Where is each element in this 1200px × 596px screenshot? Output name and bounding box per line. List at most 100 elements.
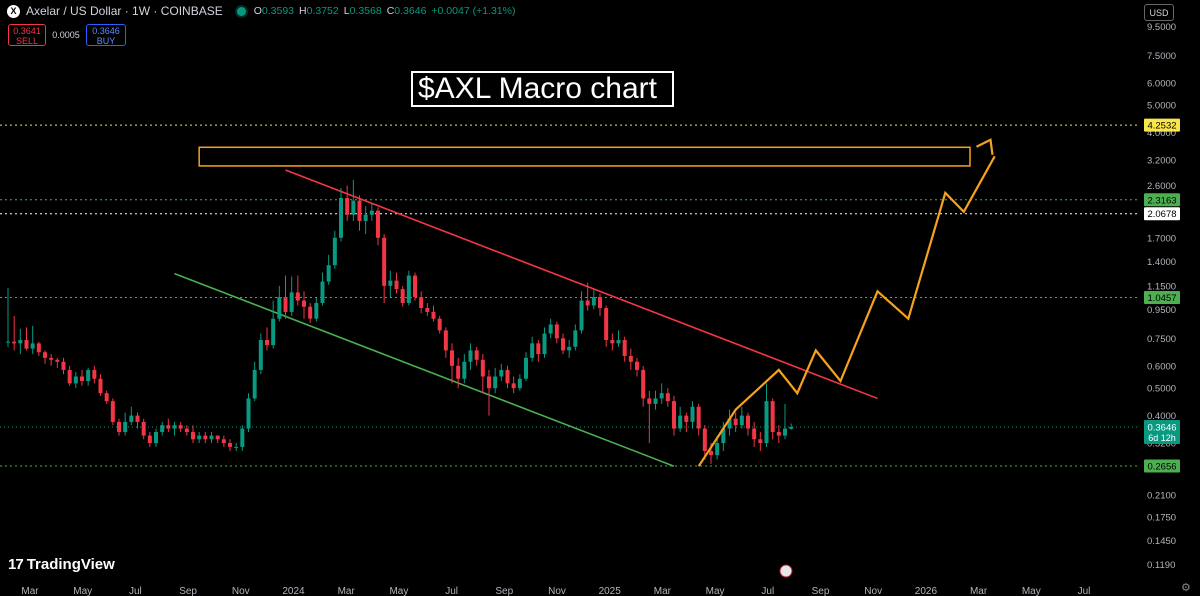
countdown-label: 6d 12h <box>1148 433 1176 443</box>
x-tick-label: 2026 <box>915 586 938 596</box>
symbol-header: X Axelar / US Dollar · 1W · COINBASE O0.… <box>0 0 1140 22</box>
candle-body <box>6 341 10 343</box>
y-tick-label: 0.1190 <box>1147 560 1175 571</box>
candle-body <box>110 401 115 422</box>
candle-body <box>789 427 794 429</box>
candle-body <box>739 415 744 426</box>
x-tick-label: Sep <box>495 586 513 596</box>
candle-body <box>345 197 350 215</box>
y-tick-label: 0.4000 <box>1147 411 1176 422</box>
candle-body <box>616 340 621 344</box>
candle-body <box>419 297 424 309</box>
ohlc-change: +0.0047 (+1.31%) <box>431 5 516 17</box>
candle-body <box>783 428 787 436</box>
candle-body <box>709 450 713 456</box>
y-tick-label: 0.5000 <box>1147 384 1176 395</box>
candle-body <box>746 415 750 429</box>
candle-body <box>721 428 726 444</box>
x-tick-label: Jul <box>1078 586 1091 596</box>
candle-body <box>92 369 97 379</box>
candle-body <box>622 340 627 356</box>
candle-body <box>135 415 140 422</box>
y-tick-label: 9.5000 <box>1147 22 1176 33</box>
candle-body <box>98 378 103 394</box>
candle-body <box>289 292 294 312</box>
ohlc-low: L0.3568 <box>343 5 382 17</box>
tradingview-brand[interactable]: 17 TradingView <box>8 556 115 573</box>
y-tick-label: 0.7500 <box>1147 334 1176 345</box>
brand-label: TradingView <box>26 556 115 573</box>
projection-path <box>697 155 996 467</box>
candle-body <box>18 340 23 344</box>
candle-body <box>548 324 553 334</box>
candle-body <box>431 311 436 319</box>
candle-body <box>209 435 214 440</box>
price-level-tag <box>1144 193 1180 207</box>
candle-body <box>770 401 775 433</box>
candle-body <box>197 435 202 440</box>
candle-body <box>764 401 769 444</box>
price-level-tag <box>1144 459 1180 473</box>
candle-body <box>104 393 109 402</box>
candle-body <box>314 302 319 319</box>
candle-body <box>376 210 380 238</box>
candle-body <box>413 275 417 297</box>
candle-body <box>215 435 220 440</box>
candle-body <box>129 415 134 422</box>
price-level-label: 2.3163 <box>1147 195 1176 206</box>
candle-body <box>653 398 658 404</box>
candle-body <box>591 297 596 306</box>
candle-body <box>517 378 522 389</box>
sell-label: SELL <box>15 36 39 46</box>
settings-gear-icon[interactable]: ⚙ <box>1181 582 1191 594</box>
candle-body <box>487 376 491 389</box>
candle-body <box>252 369 257 399</box>
candle-body <box>530 343 535 358</box>
candle-body <box>258 340 263 370</box>
candle-body <box>388 280 393 286</box>
candle-body <box>154 432 158 444</box>
x-tick-label: Mar <box>21 586 39 596</box>
ohlc-open: O0.3593 <box>253 5 295 17</box>
symbol-title[interactable]: Axelar / US Dollar · 1W · COINBASE <box>26 4 223 18</box>
candle-body <box>160 425 165 433</box>
y-tick-label: 1.1500 <box>1147 281 1176 292</box>
candle-body <box>73 376 78 384</box>
candle-body <box>425 308 430 312</box>
candle-body <box>696 406 701 429</box>
price-level-label: 2.0678 <box>1147 209 1176 220</box>
candle-body <box>511 383 516 389</box>
candle-body <box>67 369 72 384</box>
candle-body <box>308 306 313 319</box>
currency-selector[interactable]: USD <box>1144 4 1174 21</box>
candle-body <box>456 365 461 379</box>
sell-button[interactable]: 0.3641 SELL <box>8 24 46 46</box>
candle-body <box>228 443 232 447</box>
candle-body <box>604 308 609 341</box>
y-tick-label: 0.2100 <box>1147 490 1176 501</box>
y-tick-label: 0.9500 <box>1147 305 1176 316</box>
candle-body <box>339 197 343 238</box>
buy-price: 0.3646 <box>92 26 120 36</box>
y-tick-label: 1.4000 <box>1147 257 1176 268</box>
x-tick-label: Jul <box>445 586 458 596</box>
candle-body <box>480 359 485 377</box>
ohlc-close: C0.3646 <box>386 5 427 17</box>
price-level-tag <box>1144 118 1180 132</box>
candle-body <box>474 350 479 360</box>
candle-body <box>363 214 368 221</box>
currency-label: USD <box>1149 7 1169 18</box>
y-tick-label: 1.7000 <box>1147 233 1176 244</box>
candle-body <box>80 376 84 382</box>
sell-price: 0.3641 <box>13 26 41 36</box>
candle-body <box>450 350 454 366</box>
buy-button[interactable]: 0.3646 BUY <box>86 24 126 46</box>
candle-body <box>147 435 152 444</box>
candle-body <box>628 355 633 362</box>
price-level-label: 1.0457 <box>1147 293 1176 304</box>
x-tick-label: Nov <box>232 586 250 596</box>
candle-body <box>166 425 171 429</box>
x-tick-label: 2025 <box>599 586 622 596</box>
x-tick-label: Jul <box>129 586 142 596</box>
